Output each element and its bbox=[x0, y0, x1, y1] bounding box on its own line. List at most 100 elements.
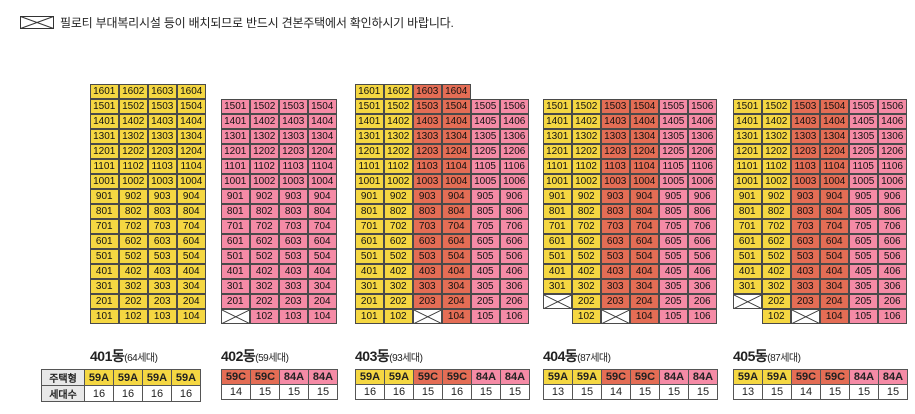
unit-cell: 1106 bbox=[687, 158, 717, 174]
unit-cell: 1603 bbox=[147, 83, 177, 99]
unit-cell: 1304 bbox=[176, 128, 206, 144]
unit-cell: 1001 bbox=[89, 173, 119, 189]
unit-cell: 503 bbox=[147, 248, 177, 264]
unit-cell: 202 bbox=[249, 293, 279, 309]
unit-cell: 304 bbox=[629, 278, 659, 294]
unit-cell: 401 bbox=[89, 263, 119, 279]
unit-cell: 1601 bbox=[354, 83, 384, 99]
unit-cell: 204 bbox=[307, 293, 337, 309]
empty-cell bbox=[543, 84, 573, 100]
unit-cell: 1305 bbox=[470, 128, 500, 144]
unit-cell: 1205 bbox=[658, 143, 688, 159]
unit-cell: 203 bbox=[790, 293, 820, 309]
unit-cell: 503 bbox=[412, 248, 442, 264]
unit-cell: 1004 bbox=[819, 173, 849, 189]
unit-cell: 701 bbox=[354, 218, 384, 234]
unit-count: 15 bbox=[820, 384, 850, 400]
unit-type: 84A bbox=[849, 369, 879, 385]
unit-cell: 1202 bbox=[761, 143, 791, 159]
unit-cell: 301 bbox=[89, 278, 119, 294]
unit-cell: 1604 bbox=[176, 83, 206, 99]
unit-cell: 802 bbox=[118, 203, 148, 219]
unit-cell: 902 bbox=[761, 188, 791, 204]
unit-cell: 1203 bbox=[790, 143, 820, 159]
unit-cell: 1004 bbox=[307, 173, 337, 189]
unit-cell: 504 bbox=[441, 248, 471, 264]
unit-cell: 701 bbox=[732, 218, 762, 234]
unit-cell: 905 bbox=[848, 188, 878, 204]
piloti-cross-icon bbox=[601, 309, 629, 323]
unit-cell: 1301 bbox=[220, 128, 250, 144]
unit-count: 15 bbox=[762, 384, 792, 400]
unit-cell: 1503 bbox=[278, 98, 308, 114]
unit-cell: 1003 bbox=[600, 173, 630, 189]
unit-cell: 802 bbox=[383, 203, 413, 219]
unit-cell: 305 bbox=[848, 278, 878, 294]
unit-cell: 805 bbox=[470, 203, 500, 219]
unit-cell: 1102 bbox=[118, 158, 148, 174]
unit-cell: 901 bbox=[542, 188, 572, 204]
unit-cell: 604 bbox=[629, 233, 659, 249]
unit-type: 84A bbox=[659, 369, 689, 385]
unit-cell: 1003 bbox=[278, 173, 308, 189]
piloti-cross-icon bbox=[221, 309, 249, 323]
unit-cell: 702 bbox=[571, 218, 601, 234]
unit-cell: 904 bbox=[441, 188, 471, 204]
piloti-notice: 필로티 부대복리시설 등이 배치되므로 반드시 견본주택에서 확인하시기 바랍니… bbox=[20, 14, 454, 30]
unit-cell: 801 bbox=[220, 203, 250, 219]
empty-cell bbox=[820, 84, 850, 100]
unit-cell: 1101 bbox=[542, 158, 572, 174]
unit-cell: 704 bbox=[176, 218, 206, 234]
empty-cell bbox=[221, 84, 251, 100]
unit-cell: 905 bbox=[470, 188, 500, 204]
unit-cell: 303 bbox=[147, 278, 177, 294]
unit-type: 84A bbox=[878, 369, 908, 385]
unit-cell: 101 bbox=[354, 308, 384, 324]
unit-cell: 1401 bbox=[542, 113, 572, 129]
unit-count: 15 bbox=[659, 384, 689, 400]
unit-cell: 806 bbox=[687, 203, 717, 219]
unit-cell: 1206 bbox=[687, 143, 717, 159]
unit-cell: 305 bbox=[658, 278, 688, 294]
unit-cell: 1505 bbox=[848, 98, 878, 114]
unit-cell: 1305 bbox=[658, 128, 688, 144]
unit-cell: 701 bbox=[220, 218, 250, 234]
unit-cell: 1404 bbox=[441, 113, 471, 129]
unit-cell: 1403 bbox=[600, 113, 630, 129]
unit-cell: 906 bbox=[877, 188, 907, 204]
unit-cell: 902 bbox=[249, 188, 279, 204]
unit-cell: 806 bbox=[499, 203, 529, 219]
crossed-box-icon bbox=[20, 15, 54, 29]
unit-cell: 1305 bbox=[848, 128, 878, 144]
unit-cell: 501 bbox=[732, 248, 762, 264]
unit-count: 14 bbox=[221, 384, 251, 400]
unit-cell: 1006 bbox=[499, 173, 529, 189]
unit-cell: 203 bbox=[147, 293, 177, 309]
unit-cell: 1103 bbox=[278, 158, 308, 174]
unit-cell: 1406 bbox=[499, 113, 529, 129]
building-404-unit-table: 59A 59A 59C 59C 84A 84A 13 15 14 15 15 15 bbox=[543, 369, 718, 400]
unit-cell: 303 bbox=[790, 278, 820, 294]
unit-cell: 1204 bbox=[176, 143, 206, 159]
unit-cell: 203 bbox=[278, 293, 308, 309]
unit-count: 13 bbox=[733, 384, 763, 400]
unit-cell: 602 bbox=[118, 233, 148, 249]
unit-cell: 901 bbox=[89, 188, 119, 204]
unit-cell: 103 bbox=[278, 308, 308, 324]
building-402-title: 402동(59세대) bbox=[221, 348, 289, 364]
unit-cell: 1006 bbox=[877, 173, 907, 189]
unit-type: 59A bbox=[84, 369, 114, 386]
unit-cell: 906 bbox=[499, 188, 529, 204]
unit-cell: 403 bbox=[147, 263, 177, 279]
unit-cell: 702 bbox=[761, 218, 791, 234]
unit-type: 59C bbox=[442, 369, 472, 385]
piloti-cell bbox=[790, 308, 820, 324]
building-404-grid: 1501 1502 1503 1504 1505 1506 1401 1402 1403 1404… bbox=[542, 84, 717, 324]
unit-cell: 1102 bbox=[571, 158, 601, 174]
unit-cell: 503 bbox=[790, 248, 820, 264]
unit-cell: 202 bbox=[761, 293, 791, 309]
unit-cell: 602 bbox=[761, 233, 791, 249]
unit-cell: 201 bbox=[220, 293, 250, 309]
unit-cell: 903 bbox=[600, 188, 630, 204]
empty-cell bbox=[733, 309, 763, 325]
